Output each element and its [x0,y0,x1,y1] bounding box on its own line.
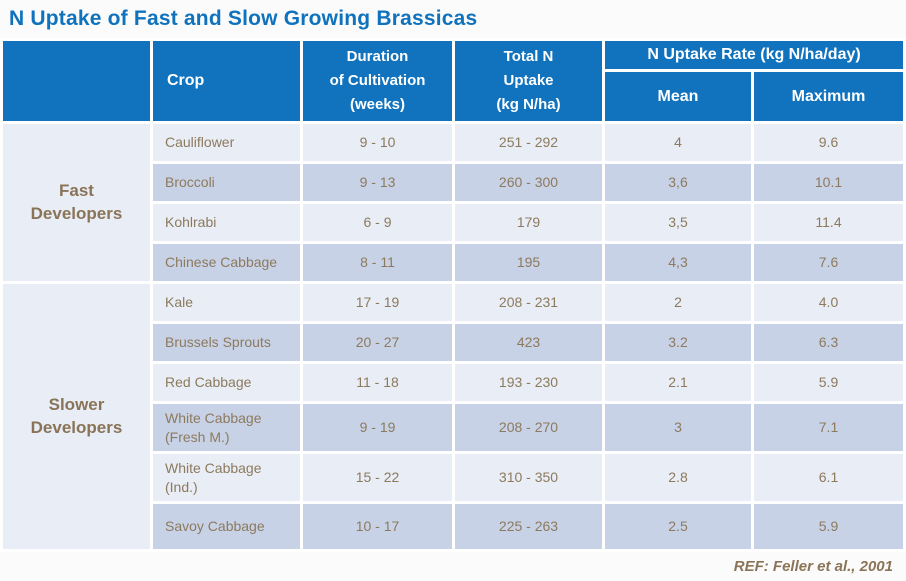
crop-cell: Kale [153,284,300,321]
maximum-cell: 6.1 [754,454,904,501]
column-header-total-n: Total N Uptake (kg N/ha) [455,41,602,121]
mean-cell: 3 [605,404,751,451]
table-row: Savoy Cabbage 10 - 17 225 - 263 2.5 5.9 [3,504,904,549]
brassica-uptake-table: Crop Duration of Cultivation (weeks) Tot… [0,38,906,552]
duration-cell: 9 - 13 [303,164,452,201]
maximum-cell: 7.1 [754,404,904,451]
mean-cell: 4,3 [605,244,751,281]
table-row: Red Cabbage 11 - 18 193 - 230 2.1 5.9 [3,364,904,401]
table-row: White Cabbage (Ind.) 15 - 22 310 - 350 2… [3,454,904,501]
maximum-cell: 4.0 [754,284,904,321]
duration-cell: 8 - 11 [303,244,452,281]
header-line: Duration [346,48,409,65]
total-n-cell: 225 - 263 [455,504,602,549]
maximum-cell: 5.9 [754,364,904,401]
table-row: Kohlrabi 6 - 9 179 3,5 11.4 [3,204,904,241]
mean-cell: 3,6 [605,164,751,201]
mean-cell: 2 [605,284,751,321]
total-n-cell: 251 - 292 [455,124,602,161]
column-header-maximum: Maximum [754,72,904,121]
header-line: Uptake [503,72,554,89]
duration-cell: 6 - 9 [303,204,452,241]
maximum-cell: 11.4 [754,204,904,241]
duration-cell: 11 - 18 [303,364,452,401]
crop-cell: White Cabbage (Ind.) [153,454,300,501]
header-line: (weeks) [349,96,406,113]
reference-note: REF: Feller et al., 2001 [733,558,893,575]
group-label-line: Developers [30,203,123,223]
header-line: Total N [503,48,554,65]
mean-cell: 2.5 [605,504,751,549]
table-row: White Cabbage (Fresh M.) 9 - 19 208 - 27… [3,404,904,451]
column-header-duration: Duration of Cultivation (weeks) [303,41,452,121]
mean-cell: 3,5 [605,204,751,241]
mean-cell: 4 [605,124,751,161]
table-row: Fast Developers Cauliflower 9 - 10 251 -… [3,124,904,281]
duration-cell: 17 - 19 [303,284,452,321]
crop-cell: Chinese Cabbage [153,244,300,281]
crop-cell: Red Cabbage [153,364,300,401]
group-cell-fast-developers: Fast Developers [3,124,150,281]
mean-cell: 3.2 [605,324,751,361]
crop-cell: Brussels Sprouts [153,324,300,361]
maximum-cell: 5.9 [754,504,904,549]
table-row: Brussels Sprouts 20 - 27 423 3.2 6.3 [3,324,904,361]
total-n-cell: 260 - 300 [455,164,602,201]
crop-cell: Cauliflower [153,124,300,161]
column-header-mean: Mean [605,72,751,121]
header-row-top: Crop Duration of Cultivation (weeks) Tot… [3,41,904,121]
total-n-cell: 193 - 230 [455,364,602,401]
duration-cell: 20 - 27 [303,324,452,361]
duration-cell: 10 - 17 [303,504,452,549]
header-line: of Cultivation [329,72,426,89]
duration-cell: 9 - 10 [303,124,452,161]
crop-cell: White Cabbage (Fresh M.) [153,404,300,451]
crop-cell: Kohlrabi [153,204,300,241]
header-line: (kg N/ha) [496,96,561,113]
group-label-line: Slower [48,394,105,414]
group-label-line: Fast [59,180,94,200]
crop-cell: Broccoli [153,164,300,201]
maximum-cell: 9.6 [754,124,904,161]
header-row-sub: Mean Maximum [3,72,904,121]
page-title: N Uptake of Fast and Slow Growing Brassi… [9,7,478,30]
table-row: Broccoli 9 - 13 260 - 300 3,6 10.1 [3,164,904,201]
mean-cell: 2.8 [605,454,751,501]
total-n-cell: 208 - 270 [455,404,602,451]
table-row: Slower Developers Kale 17 - 19 208 - 231… [3,284,904,549]
total-n-cell: 195 [455,244,602,281]
maximum-cell: 10.1 [754,164,904,201]
total-n-cell: 179 [455,204,602,241]
group-label-line: Developers [30,417,123,437]
header-blank-cell [3,41,150,121]
duration-cell: 9 - 19 [303,404,452,451]
total-n-cell: 208 - 231 [455,284,602,321]
column-header-crop: Crop [153,41,300,121]
mean-cell: 2.1 [605,364,751,401]
duration-cell: 15 - 22 [303,454,452,501]
group-cell-slower-developers: Slower Developers [3,284,150,549]
total-n-cell: 423 [455,324,602,361]
column-header-uptake-rate: N Uptake Rate (kg N/ha/day) [605,41,904,69]
total-n-cell: 310 - 350 [455,454,602,501]
maximum-cell: 6.3 [754,324,904,361]
table-row: Chinese Cabbage 8 - 11 195 4,3 7.6 [3,244,904,281]
crop-cell: Savoy Cabbage [153,504,300,549]
maximum-cell: 7.6 [754,244,904,281]
